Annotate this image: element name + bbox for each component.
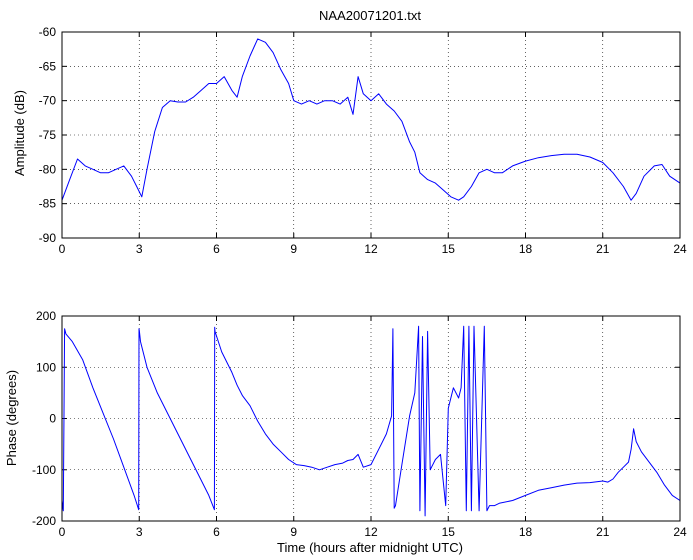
phase-axes-frame: [61, 315, 681, 522]
phase-y-tick-label: 200: [36, 309, 56, 323]
phase-x-tick-label: 6: [213, 525, 220, 539]
phase-x-tick-label: 12: [364, 525, 378, 539]
amplitude-y-tick-label: -85: [39, 197, 57, 211]
phase-series-line: [61, 325, 681, 517]
amplitude-y-tick-label: -80: [39, 162, 57, 176]
phase-x-tick-label: 24: [673, 525, 687, 539]
amplitude-plot: NAA20071201.txt Amplitude (dB) 0 3 6 9 12 15 1…: [12, 8, 687, 256]
amplitude-y-axis-label: Amplitude (dB): [12, 90, 27, 176]
amplitude-x-tick-label: 18: [519, 242, 533, 256]
phase-y-tick-label: 0: [49, 412, 56, 426]
phase-ticks: 0 3 6 9 12 15 18 21 24 -200 -100 0 100 200: [32, 309, 687, 539]
phase-grid: [62, 316, 680, 521]
phase-x-tick-label: 3: [136, 525, 143, 539]
amplitude-x-tick-label: 9: [290, 242, 297, 256]
amplitude-ticks: 0 3 6 9 12 15 18 21 24 -90 -85 -80 -75 -70 -65 -60: [39, 25, 687, 256]
amplitude-y-tick-label: -60: [39, 25, 57, 39]
phase-y-tick-label: -200: [32, 514, 56, 528]
amplitude-x-tick-label: 3: [136, 242, 143, 256]
amplitude-x-tick-label: 24: [673, 242, 687, 256]
phase-x-tick-label: 21: [596, 525, 610, 539]
phase-x-tick-label: 9: [290, 525, 297, 539]
phase-y-tick-label: 100: [36, 360, 56, 374]
phase-x-tick-label: 18: [519, 525, 533, 539]
amplitude-x-tick-label: 15: [442, 242, 456, 256]
phase-plot: Time (hours after midnight UTC) Phase (d…: [4, 309, 687, 555]
phase-y-axis-label: Phase (degrees): [4, 370, 19, 466]
amplitude-y-tick-label: -70: [39, 94, 57, 108]
phase-y-tick-label: -100: [32, 463, 56, 477]
phase-series: [61, 325, 681, 517]
amplitude-y-tick-label: -90: [39, 231, 57, 245]
amplitude-x-tick-label: 0: [59, 242, 66, 256]
amplitude-x-tick-label: 12: [364, 242, 378, 256]
amplitude-y-tick-label: -75: [39, 128, 57, 142]
amplitude-y-tick-label: -65: [39, 59, 57, 73]
amplitude-x-tick-label: 6: [213, 242, 220, 256]
plot-title: NAA20071201.txt: [319, 8, 421, 23]
amplitude-axes-frame: [61, 31, 681, 239]
phase-x-tick-label: 0: [59, 525, 66, 539]
amplitude-series-line: [61, 38, 681, 201]
phase-x-tick-label: 15: [442, 525, 456, 539]
amplitude-x-tick-label: 21: [596, 242, 610, 256]
amplitude-series: [61, 38, 681, 201]
time-x-axis-label: Time (hours after midnight UTC): [277, 540, 463, 555]
